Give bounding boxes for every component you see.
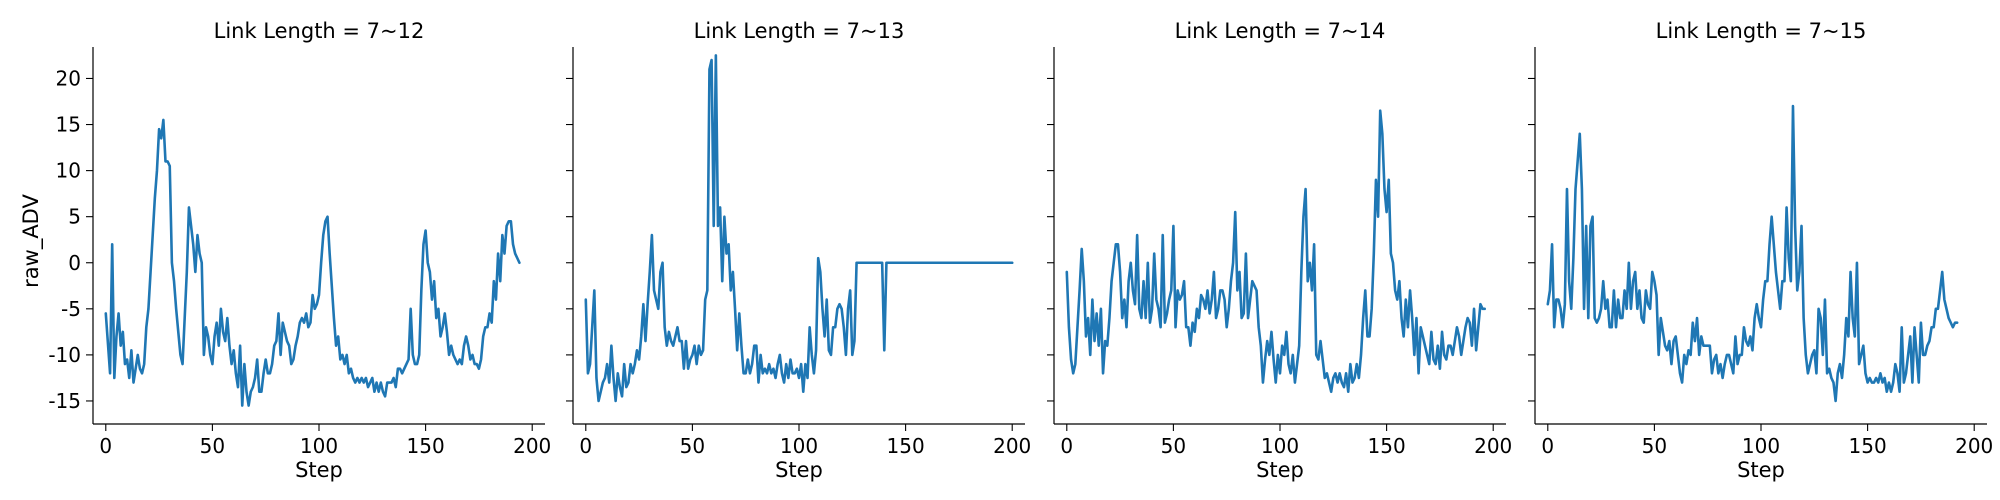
x-tick-label: 100 <box>780 434 818 458</box>
y-tick-label: 0 <box>68 251 81 275</box>
y-tick-label: -15 <box>48 389 81 413</box>
series-line <box>104 118 521 407</box>
y-tick-label: 15 <box>56 113 81 137</box>
y-tick-label: 20 <box>56 66 81 90</box>
series-line <box>584 54 1014 403</box>
x-axis-label: Step <box>775 458 823 482</box>
x-axis-label: Step <box>1737 458 1785 482</box>
panel-title: Link Length = 7~12 <box>214 19 425 43</box>
x-tick-label: 150 <box>1368 434 1406 458</box>
x-axis-label: Step <box>1256 458 1304 482</box>
x-tick-label: 0 <box>99 434 112 458</box>
x-tick-label: 50 <box>680 434 705 458</box>
panel-title: Link Length = 7~13 <box>694 19 905 43</box>
x-axis-label: Step <box>295 458 343 482</box>
y-tick-label: 10 <box>56 159 81 183</box>
y-tick-label: -10 <box>48 343 81 367</box>
x-tick-label: 50 <box>1642 434 1667 458</box>
y-axis-label: raw_ADV <box>19 194 44 288</box>
x-tick-label: 100 <box>300 434 338 458</box>
x-tick-label: 0 <box>1541 434 1554 458</box>
x-tick-label: 200 <box>1474 434 1512 458</box>
x-tick-label: 150 <box>887 434 925 458</box>
x-tick-label: 150 <box>407 434 445 458</box>
x-tick-label: 0 <box>579 434 592 458</box>
x-tick-label: 50 <box>200 434 225 458</box>
panel-2: Link Length = 7~13 0 50 100 150 200 Step <box>566 19 1031 482</box>
x-tick-label: 50 <box>1161 434 1186 458</box>
panel-4: Link Length = 7~15 0 50 100 150 200 Step <box>1528 19 1993 482</box>
y-tick-label: -5 <box>61 297 81 321</box>
x-tick-label: 200 <box>1955 434 1993 458</box>
x-tick-label: 150 <box>1849 434 1887 458</box>
x-tick-label: 0 <box>1060 434 1073 458</box>
panel-title: Link Length = 7~14 <box>1175 19 1386 43</box>
panel-title: Link Length = 7~15 <box>1656 19 1867 43</box>
x-tick-label: 100 <box>1742 434 1780 458</box>
series-line <box>1546 104 1959 403</box>
series-line <box>1065 109 1486 394</box>
panel-3: Link Length = 7~14 0 50 100 150 200 Step <box>1047 19 1512 482</box>
x-tick-label: 100 <box>1261 434 1299 458</box>
y-tick-label: 5 <box>68 205 81 229</box>
x-tick-label: 200 <box>513 434 551 458</box>
x-tick-label: 200 <box>993 434 1031 458</box>
